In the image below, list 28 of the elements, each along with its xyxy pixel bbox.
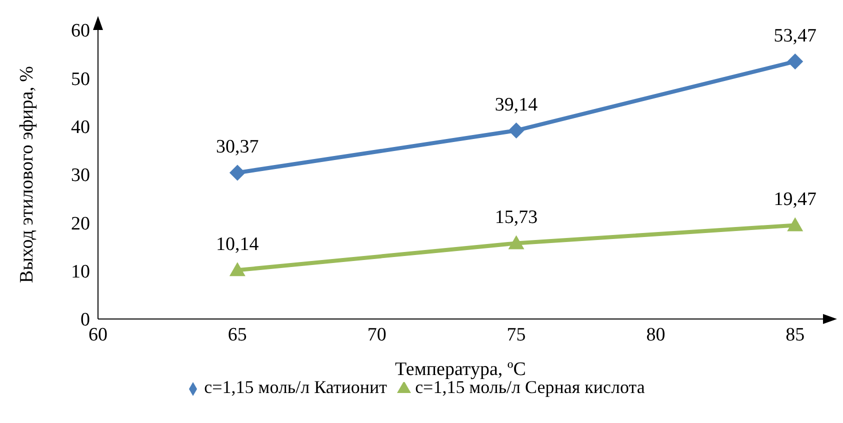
point [508, 235, 524, 250]
y-tick-label: 60 [71, 20, 90, 42]
x-tick-label: 80 [646, 324, 666, 346]
data-label: 39,14 [494, 94, 538, 116]
x-tick-label: 60 [88, 324, 108, 346]
x-tick-label: 75 [506, 324, 526, 346]
legend-label: c=1,15 моль/л Катионит [204, 377, 388, 397]
y-tick-label: 20 [71, 213, 90, 234]
data-label: 30,37 [216, 136, 259, 158]
point [508, 122, 524, 138]
y-tick-label: 10 [71, 262, 90, 283]
data-label: 15,73 [494, 207, 538, 228]
point [787, 217, 804, 232]
data-label: 10,14 [216, 234, 260, 256]
y-tick-label: 40 [71, 117, 90, 138]
point [787, 53, 804, 70]
x-tick-label: 85 [786, 324, 805, 346]
x-axis-title: Температура, ºС [395, 359, 526, 380]
point [229, 164, 246, 181]
point [229, 262, 246, 276]
data-label: 19,47 [774, 189, 816, 210]
data-label: 53,47 [774, 25, 816, 46]
x-tick-label: 70 [367, 324, 386, 346]
y-tick-label: 0 [80, 310, 90, 331]
y-tick-label: 30 [71, 165, 90, 186]
y-tick-label: 50 [71, 68, 90, 90]
x-tick-label: 65 [228, 324, 247, 346]
y-axis-title: Выход этилового эфира, % [16, 66, 38, 283]
